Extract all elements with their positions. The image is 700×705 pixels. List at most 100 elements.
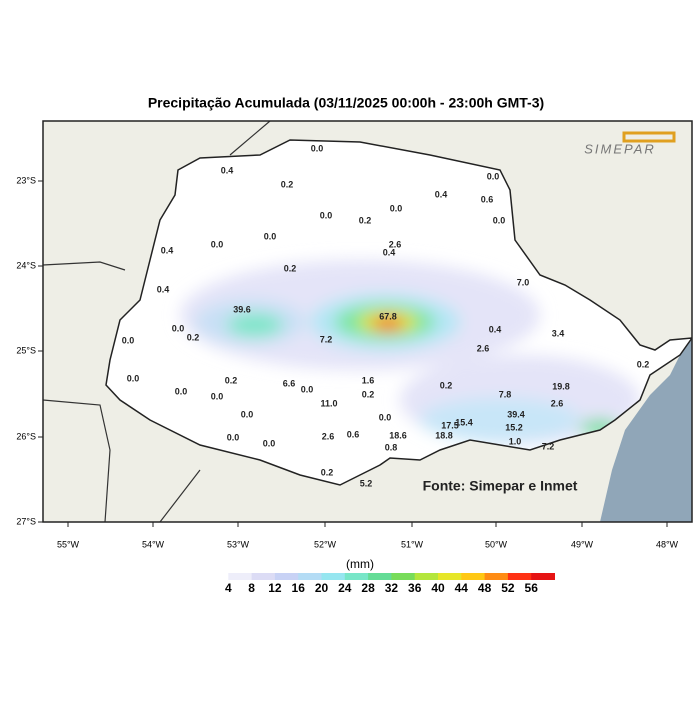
lat-label: 27°S (16, 516, 36, 526)
station-value: 11.0 (320, 398, 337, 408)
lon-label: 50°W (485, 539, 508, 549)
legend-swatch (321, 573, 346, 580)
station-value: 15.4 (455, 417, 473, 427)
station-value: 67.8 (379, 311, 397, 321)
station-value: 0.0 (211, 239, 224, 249)
station-value: 0.0 (301, 384, 314, 394)
station-value: 2.6 (389, 239, 402, 249)
station-value: 18.8 (435, 430, 453, 440)
station-value: 0.0 (122, 335, 135, 345)
station-value: 0.2 (321, 467, 334, 477)
station-value: 0.0 (127, 373, 140, 383)
station-value: 0.2 (637, 359, 650, 369)
station-value: 0.0 (264, 231, 277, 241)
legend-swatch (391, 573, 416, 580)
lon-label: 52°W (314, 539, 337, 549)
legend-swatch (531, 573, 555, 580)
station-value: 15.2 (505, 422, 523, 432)
legend-tick: 48 (478, 581, 492, 595)
lat-label: 24°S (16, 260, 36, 270)
station-value: 0.4 (221, 165, 234, 175)
station-value: 0.2 (187, 332, 200, 342)
station-value: 0.2 (359, 215, 372, 225)
station-value: 0.6 (481, 194, 494, 204)
legend-tick: 44 (455, 581, 469, 595)
legend-swatch (344, 573, 369, 580)
station-value: 0.0 (263, 438, 276, 448)
lon-label: 53°W (227, 539, 250, 549)
station-value: 0.0 (175, 386, 188, 396)
station-value: 0.4 (489, 324, 502, 334)
station-value: 0.2 (362, 389, 375, 399)
legend-tick: 24 (338, 581, 352, 595)
legend-tick: 28 (361, 581, 375, 595)
station-value: 7.2 (320, 334, 333, 344)
station-value: 0.0 (172, 323, 185, 333)
legend-swatch (438, 573, 462, 580)
station-value: 0.2 (281, 179, 294, 189)
legend-swatch (507, 573, 532, 580)
station-value: 19.8 (552, 381, 570, 391)
lon-label: 55°W (57, 539, 80, 549)
legend-tick: 20 (315, 581, 329, 595)
station-value: 0.0 (311, 143, 324, 153)
station-value: 6.6 (283, 378, 296, 388)
station-value: 0.4 (383, 247, 396, 257)
station-value: 0.0 (320, 210, 333, 220)
logo: SIMEPAR (584, 141, 656, 156)
legend-swatch (461, 573, 486, 580)
station-value: 0.2 (284, 263, 297, 273)
legend-swatch (251, 573, 276, 580)
station-value: 7.8 (499, 389, 512, 399)
station-value: 0.6 (347, 429, 360, 439)
source-note: Fonte: Simepar e Inmet (423, 478, 578, 494)
station-value: 17.5 (441, 420, 459, 430)
legend-swatch (484, 573, 509, 580)
station-value: 0.0 (493, 215, 506, 225)
lat-label: 25°S (16, 345, 36, 355)
lat-label: 26°S (16, 431, 36, 441)
map-frame (42, 120, 693, 523)
legend-tick: 8 (248, 581, 255, 595)
station-value: 7.0 (517, 277, 530, 287)
legend-swatch (368, 573, 392, 580)
station-value: 0.4 (435, 189, 448, 199)
station-value: 5.2 (360, 478, 373, 488)
legend-tick: 4 (225, 581, 232, 595)
legend-tick: 40 (431, 581, 445, 595)
station-value: 2.6 (551, 398, 564, 408)
station-value: 0.0 (487, 171, 500, 181)
station-value: 0.2 (225, 375, 238, 385)
station-value: 0.0 (211, 391, 224, 401)
station-value: 0.0 (227, 432, 240, 442)
station-value: 2.6 (477, 343, 490, 353)
station-value: 0.4 (161, 245, 174, 255)
legend-swatch (205, 573, 229, 580)
station-value: 0.0 (390, 203, 403, 213)
lon-label: 48°W (656, 539, 679, 549)
lon-label: 49°W (571, 539, 594, 549)
station-value: 7.2 (542, 441, 555, 451)
station-value: 1.6 (362, 375, 375, 385)
station-value: 0.0 (379, 412, 392, 422)
station-value: 1.0 (509, 436, 522, 446)
legend-tick: 36 (408, 581, 422, 595)
legend-swatch (298, 573, 322, 580)
legend-tick: 32 (385, 581, 399, 595)
legend-tick: 16 (292, 581, 306, 595)
legend-unit: (mm) (346, 557, 374, 571)
station-value: 0.0 (241, 409, 254, 419)
station-value: 39.6 (233, 304, 251, 314)
station-value: 39.4 (507, 409, 525, 419)
station-value: 2.6 (322, 431, 335, 441)
map-area: SIMEPAR 0.00.40.20.00.4 0.60.0 0.20.00.00.… (43, 121, 692, 522)
legend-swatch (274, 573, 299, 580)
legend-tick: 52 (501, 581, 515, 595)
lat-label: 23°S (16, 175, 36, 185)
station-value: 18.6 (389, 430, 407, 440)
legend-tick: 56 (525, 581, 539, 595)
legend-swatch (228, 573, 253, 580)
station-value: 0.2 (440, 380, 453, 390)
title: Precipitação Acumulada (03/11/2025 00:00… (148, 95, 544, 111)
